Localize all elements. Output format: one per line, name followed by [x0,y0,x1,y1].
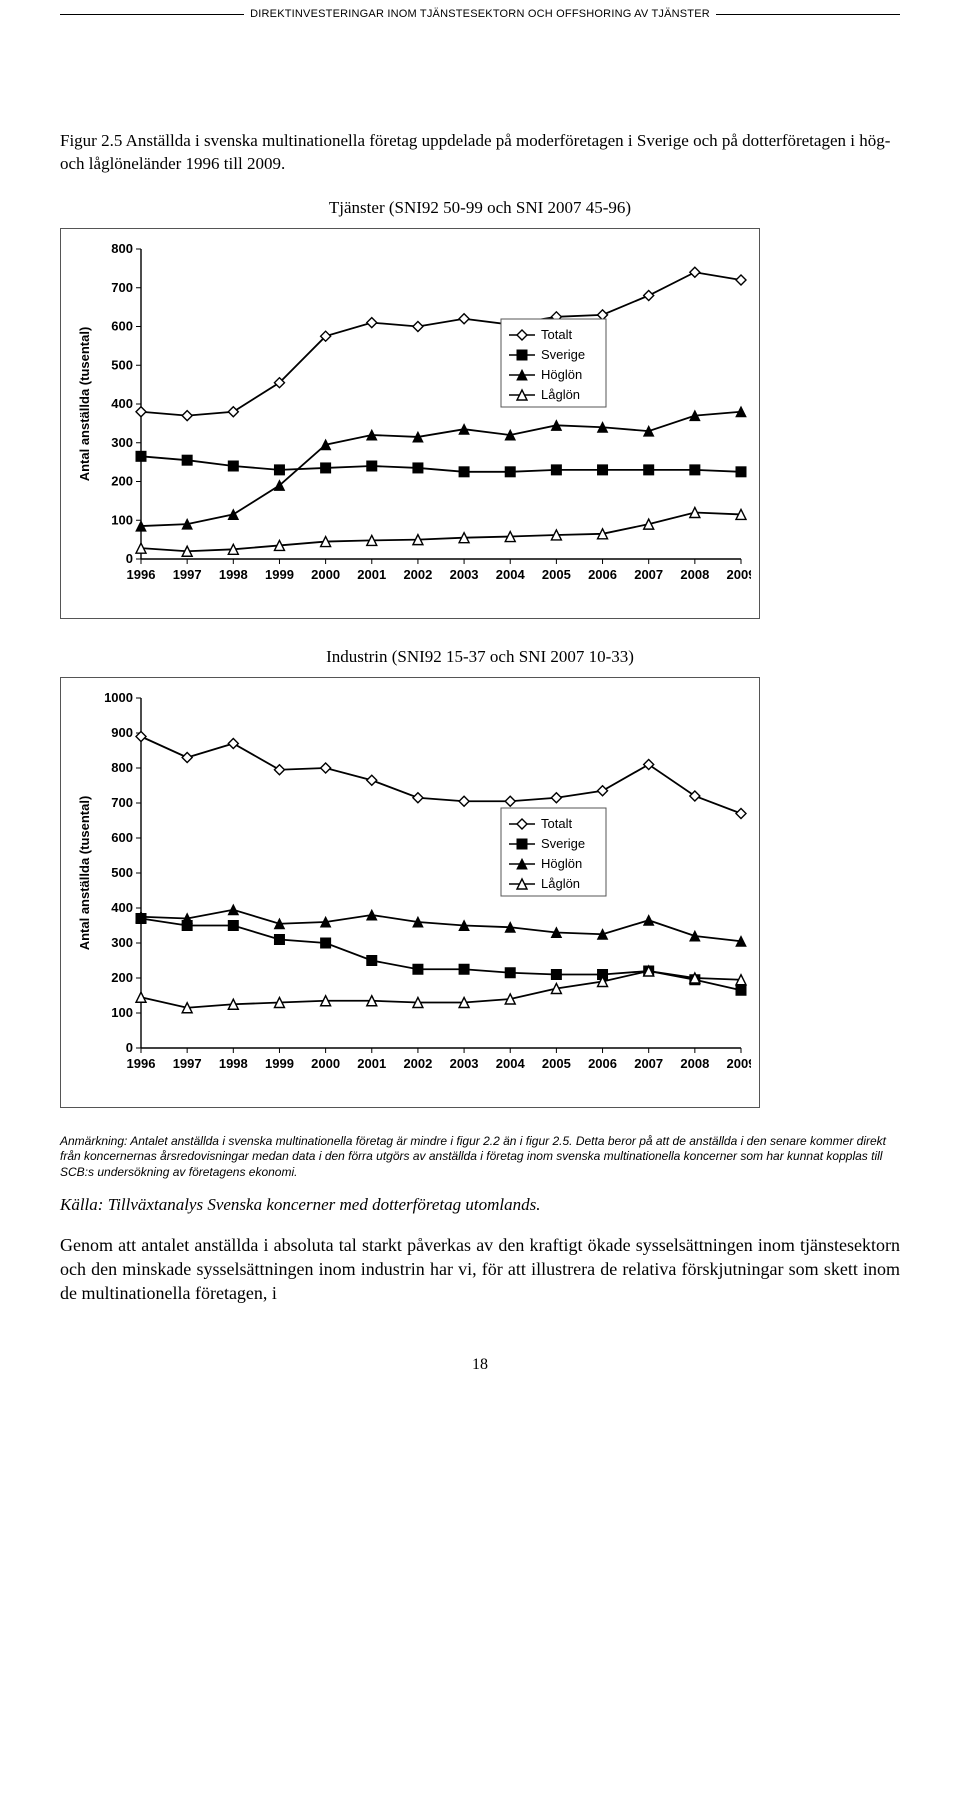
svg-text:Totalt: Totalt [541,816,572,831]
svg-text:2002: 2002 [403,567,432,582]
svg-text:500: 500 [111,865,133,880]
svg-text:200: 200 [111,473,133,488]
chart-2-frame: Antal anställda (tusental) 0 100 200 300 400 5… [60,677,760,1108]
svg-text:400: 400 [111,396,133,411]
svg-text:2007: 2007 [634,1056,663,1071]
svg-text:0: 0 [126,551,133,566]
svg-text:800: 800 [111,760,133,775]
source-text: Källa: Tillväxtanalys Svenska koncerner … [60,1195,900,1215]
svg-text:100: 100 [111,512,133,527]
svg-text:Antal anställda (tusental): Antal anställda (tusental) [77,327,92,482]
svg-text:200: 200 [111,970,133,985]
svg-text:800: 800 [111,241,133,256]
chart-1-block: Tjänster (SNI92 50-99 och SNI 2007 45-96… [60,198,900,619]
svg-text:700: 700 [111,795,133,810]
svg-text:2000: 2000 [311,1056,340,1071]
svg-text:900: 900 [111,725,133,740]
svg-text:2000: 2000 [311,567,340,582]
svg-text:2002: 2002 [403,1056,432,1071]
svg-text:2007: 2007 [634,567,663,582]
svg-text:Låglön: Låglön [541,387,580,402]
svg-text:600: 600 [111,318,133,333]
svg-text:Antal anställda (tusental): Antal anställda (tusental) [77,796,92,951]
svg-text:0: 0 [126,1040,133,1055]
svg-text:2009: 2009 [727,567,751,582]
svg-text:Sverige: Sverige [541,836,585,851]
chart-1-frame: Antal anställda (tusental) 0 100 200 300 400 5… [60,228,760,619]
svg-text:2005: 2005 [542,1056,571,1071]
svg-text:2006: 2006 [588,567,617,582]
svg-text:2008: 2008 [680,567,709,582]
page-number: 18 [60,1356,900,1374]
note-text: Anmärkning: Antalet anställda i svenska … [60,1134,900,1181]
svg-text:1996: 1996 [127,567,156,582]
svg-text:2001: 2001 [357,1056,386,1071]
svg-text:2004: 2004 [496,1056,526,1071]
svg-text:1996: 1996 [127,1056,156,1071]
svg-text:2001: 2001 [357,567,386,582]
svg-text:400: 400 [111,900,133,915]
svg-text:Totalt: Totalt [541,327,572,342]
svg-text:1997: 1997 [173,567,202,582]
chart-2-svg: Antal anställda (tusental) 0 100 200 300 400 5… [71,688,751,1088]
svg-text:1000: 1000 [104,690,133,705]
svg-text:2005: 2005 [542,567,571,582]
svg-text:Låglön: Låglön [541,876,580,891]
header-title: DIREKTINVESTERINGAR INOM TJÄNSTESEKTORN … [244,8,716,20]
chart-1-title: Tjänster (SNI92 50-99 och SNI 2007 45-96… [60,198,900,218]
svg-text:600: 600 [111,830,133,845]
svg-text:1999: 1999 [265,567,294,582]
svg-text:2009: 2009 [727,1056,751,1071]
svg-text:Höglön: Höglön [541,856,582,871]
page-header: DIREKTINVESTERINGAR INOM TJÄNSTESEKTORN … [60,8,900,20]
svg-text:2003: 2003 [450,567,479,582]
svg-text:2006: 2006 [588,1056,617,1071]
chart-2-title: Industrin (SNI92 15-37 och SNI 2007 10-3… [60,647,900,667]
svg-text:2003: 2003 [450,1056,479,1071]
svg-text:1997: 1997 [173,1056,202,1071]
header-rule-left [60,14,244,15]
svg-text:1998: 1998 [219,1056,248,1071]
chart-1-svg: Antal anställda (tusental) 0 100 200 300 400 5… [71,239,751,599]
svg-text:1998: 1998 [219,567,248,582]
header-rule-right [716,14,900,15]
svg-text:300: 300 [111,435,133,450]
svg-text:700: 700 [111,280,133,295]
body-paragraph: Genom att antalet anställda i absoluta t… [60,1233,900,1306]
svg-text:300: 300 [111,935,133,950]
svg-text:1999: 1999 [265,1056,294,1071]
svg-text:2008: 2008 [680,1056,709,1071]
figure-caption: Figur 2.5 Anställda i svenska multinatio… [60,130,900,176]
svg-text:Höglön: Höglön [541,367,582,382]
svg-text:2004: 2004 [496,567,526,582]
svg-text:Sverige: Sverige [541,347,585,362]
svg-text:500: 500 [111,357,133,372]
svg-text:100: 100 [111,1005,133,1020]
